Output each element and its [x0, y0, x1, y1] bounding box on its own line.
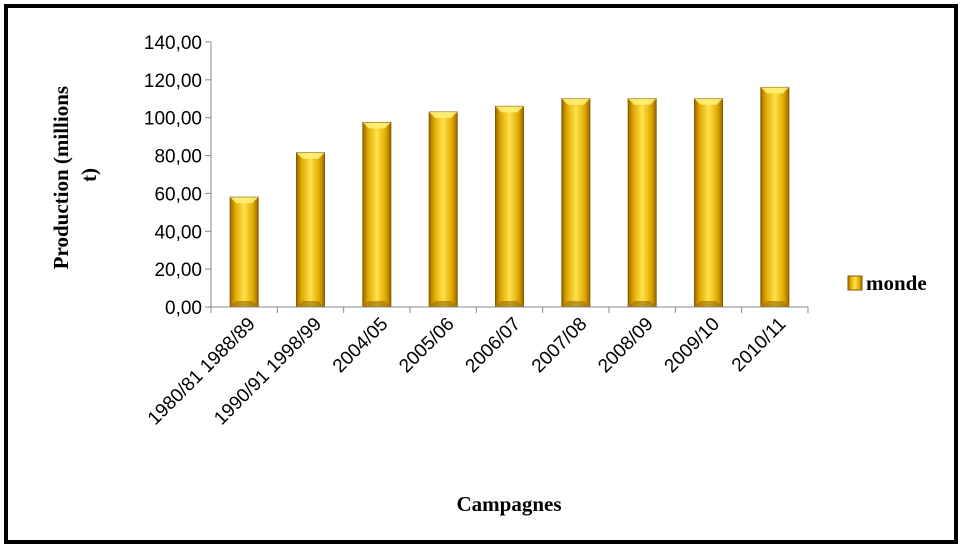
y-axis-title-line1: Production (millions: [49, 86, 73, 269]
bar-body: [296, 152, 325, 308]
bar-body: [561, 98, 591, 308]
bar-bevel-bottom: [429, 301, 458, 307]
y-tick-label: 0,00: [165, 298, 202, 319]
x-tick-label: 2007/08: [528, 314, 591, 377]
bar-bevel-top: [230, 197, 259, 204]
y-tick-label: 120,00: [144, 71, 202, 92]
bar-body: [495, 105, 524, 308]
bar-bevel-bottom: [628, 301, 657, 307]
bar: [495, 105, 524, 308]
x-axis-title: Campagnes: [456, 492, 561, 516]
x-tick-label: 2006/07: [462, 314, 525, 377]
bar: [694, 98, 723, 308]
bar-bevel-bottom: [561, 301, 590, 307]
y-tick-label: 100,00: [144, 109, 202, 130]
bar-bevel-top: [760, 87, 789, 94]
bar-bevel-bottom: [495, 301, 524, 307]
bar: [561, 98, 591, 308]
y-axis-title-line2: t): [77, 168, 101, 182]
bar-body: [694, 98, 723, 308]
bar: [296, 152, 325, 308]
x-tick-label: 2010/11: [728, 314, 790, 376]
bar-bevel-bottom: [760, 301, 789, 307]
legend: monde: [847, 271, 927, 295]
bar-bevel-bottom: [694, 301, 723, 307]
x-tick-label: 2005/06: [395, 314, 458, 377]
bar-body: [428, 111, 458, 308]
bar: [627, 98, 657, 308]
bar-bevel-bottom: [362, 301, 391, 307]
y-tick-label: 60,00: [154, 184, 202, 205]
bar-bevel-bottom: [296, 301, 325, 307]
bar: [760, 86, 790, 308]
y-axis-title: Production (millions t): [49, 81, 101, 270]
bar: [362, 121, 392, 308]
bar: [229, 196, 259, 308]
bar-body: [760, 86, 790, 308]
bar-bevel-top: [495, 106, 524, 113]
y-tick-label: 20,00: [154, 260, 202, 281]
y-tick-label: 140,00: [144, 33, 202, 54]
bar-bevel-top: [362, 122, 391, 129]
y-tick-label: 80,00: [154, 147, 202, 168]
bar-bevel-top: [561, 98, 590, 105]
bar-bevel-bottom: [230, 301, 259, 307]
bar-body: [229, 196, 259, 308]
bars-group: [229, 86, 790, 308]
bar-body: [627, 98, 657, 308]
bar-bevel-top: [694, 98, 723, 105]
bar: [428, 111, 458, 308]
x-tick-label: 2009/10: [661, 314, 724, 377]
bar-bevel-top: [296, 152, 325, 159]
bar-bevel-top: [429, 112, 458, 119]
chart-frame: [4, 4, 958, 544]
legend-label: monde: [866, 271, 927, 295]
x-tick-label: 2004/05: [329, 314, 392, 377]
bar-bevel-top: [628, 98, 657, 105]
y-tick-label: 40,00: [154, 222, 202, 243]
legend-swatch: [847, 275, 863, 291]
bar-body: [362, 121, 392, 308]
x-tick-label: 2008/09: [594, 314, 657, 377]
